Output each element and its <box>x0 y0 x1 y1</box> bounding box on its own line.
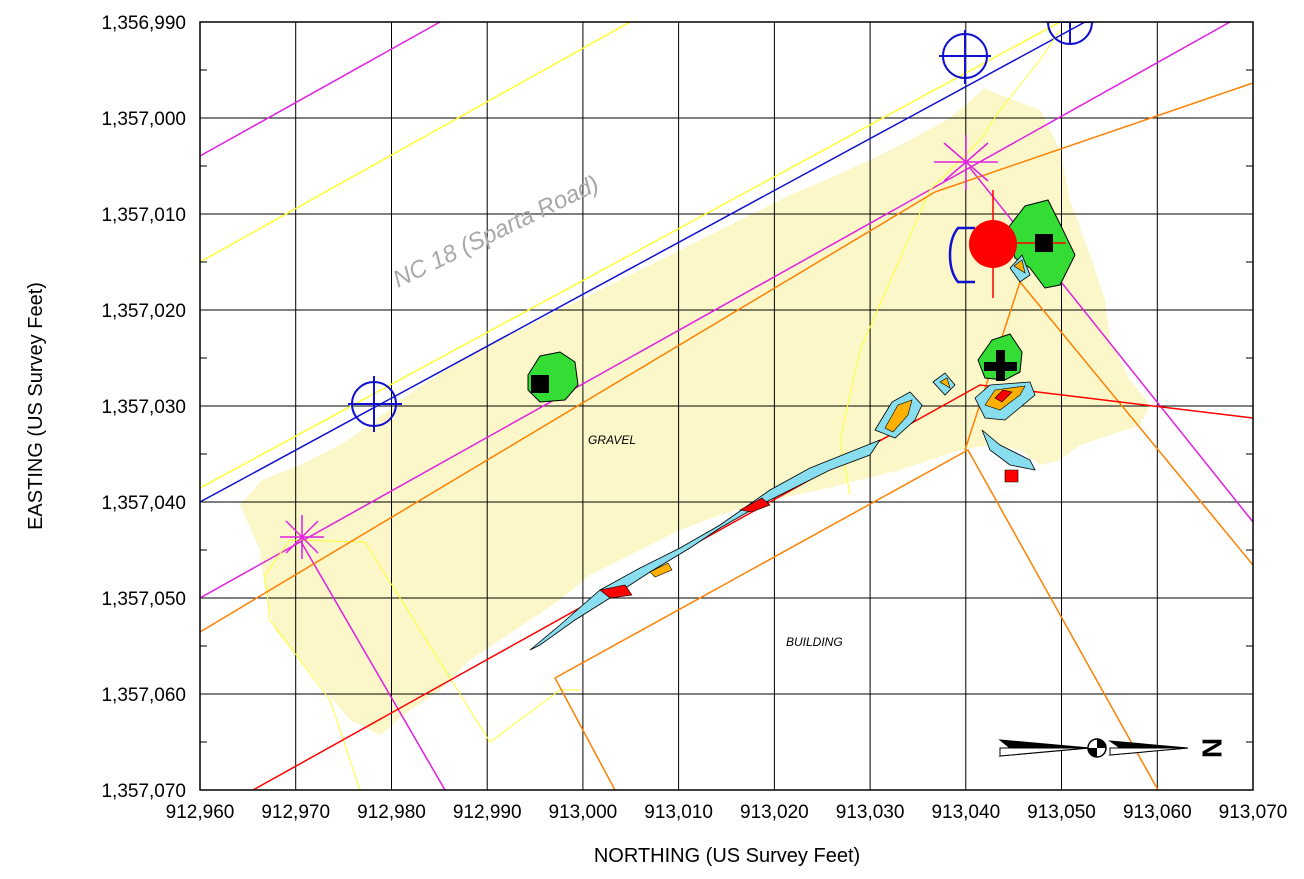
x-tick-labels: 912,960 912,970 912,980 912,990 913,000 … <box>166 802 1288 823</box>
y-tick-labels: 1,356,990 1,357,000 1,357,010 1,357,020 … <box>101 13 186 802</box>
y-tick-label: 1,357,040 <box>101 493 186 514</box>
contour-small-east-inner <box>1013 259 1026 274</box>
y-tick-label: 1,357,030 <box>101 397 186 418</box>
x-tick-label: 913,050 <box>1027 802 1096 823</box>
monument-icon <box>348 376 402 432</box>
yellow-outline <box>264 29 1061 790</box>
y-tick-label: 1,357,000 <box>101 109 186 130</box>
well-plus-marker <box>984 350 1017 381</box>
x-tick-label: 913,010 <box>644 802 713 823</box>
road-edge-lines <box>200 22 1061 489</box>
x-tick-label: 913,030 <box>836 802 905 823</box>
road-centerline <box>200 22 1086 503</box>
north-label: N <box>1197 738 1228 758</box>
axis-ticks <box>200 69 1253 743</box>
x-tick-label: 913,040 <box>931 802 1000 823</box>
monument-icon-2 <box>939 30 991 84</box>
building-label: BUILDING <box>786 635 843 649</box>
y-tick-label: 1,357,060 <box>101 685 186 706</box>
y-axis-title: EASTING (US Survey Feet) <box>25 282 47 530</box>
plot-frame <box>199 21 1254 791</box>
x-tick-label: 913,060 <box>1123 802 1192 823</box>
x-tick-label: 912,980 <box>357 802 426 823</box>
y-tick-label: 1,357,050 <box>101 589 186 610</box>
north-arrow: N <box>998 738 1228 758</box>
x-tick-label: 912,990 <box>453 802 522 823</box>
monument-icon-3 <box>1046 22 1094 45</box>
y-tick-label: 1,357,070 <box>101 781 186 802</box>
asterisk-marker-2 <box>934 135 998 190</box>
red-point-marker <box>969 190 1017 298</box>
plume-area <box>240 88 1150 735</box>
gravel-label: GRAVEL <box>588 433 636 447</box>
well-square-west <box>531 375 549 393</box>
x-tick-label: 912,960 <box>166 802 235 823</box>
x-axis-title: NORTHING (US Survey Feet) <box>594 845 860 867</box>
y-tick-label: 1,357,020 <box>101 301 186 322</box>
property-line <box>252 384 1253 790</box>
y-tick-label: 1,356,990 <box>101 13 186 34</box>
x-tick-label: 913,020 <box>740 802 809 823</box>
x-tick-label: 912,970 <box>261 802 330 823</box>
asterisk-marker <box>280 515 324 559</box>
blue-tank-outline <box>948 226 975 284</box>
x-tick-label: 913,070 <box>1219 802 1288 823</box>
x-tick-label: 913,000 <box>549 802 618 823</box>
y-tick-label: 1,357,010 <box>101 205 186 226</box>
contour-band <box>529 372 1036 651</box>
well-square-east <box>1035 234 1053 252</box>
